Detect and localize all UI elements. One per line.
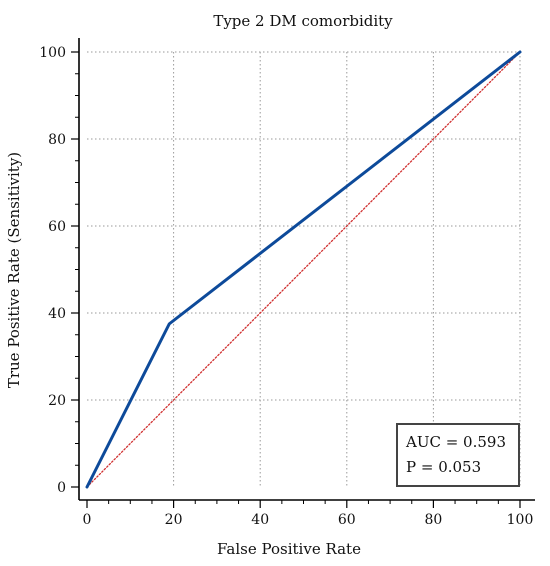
y-tick-label: 60 <box>48 219 66 235</box>
x-axis-label: False Positive Rate <box>217 540 361 558</box>
stats-box: AUC = 0.593 P = 0.053 <box>396 423 520 487</box>
auc-label: AUC = 0.593 <box>405 433 506 451</box>
x-tick-label: 100 <box>507 512 534 528</box>
y-tick-label: 20 <box>48 393 66 409</box>
p-value-label: P = 0.053 <box>406 458 481 476</box>
stats-box-border <box>396 423 520 487</box>
ticks: 0 20 40 60 80 100 0 20 40 60 80 100 <box>39 45 533 528</box>
grid <box>87 51 521 487</box>
x-tick-label: 80 <box>424 512 442 528</box>
y-tick-label: 100 <box>39 45 66 61</box>
y-tick-label: 40 <box>48 306 66 322</box>
y-tick-label: 0 <box>57 480 66 496</box>
x-tick-label: 0 <box>83 512 92 528</box>
x-tick-label: 40 <box>251 512 269 528</box>
reference-diagonal-line <box>86 51 521 488</box>
y-axis-label: True Positive Rate (Sensitivity) <box>5 152 23 388</box>
roc-curve-line <box>85 50 522 489</box>
x-tick-label: 20 <box>165 512 183 528</box>
series-layer <box>85 50 522 489</box>
y-tick-label: 80 <box>48 132 66 148</box>
chart-title: Type 2 DM comorbidity <box>213 12 393 30</box>
x-tick-label: 60 <box>338 512 356 528</box>
